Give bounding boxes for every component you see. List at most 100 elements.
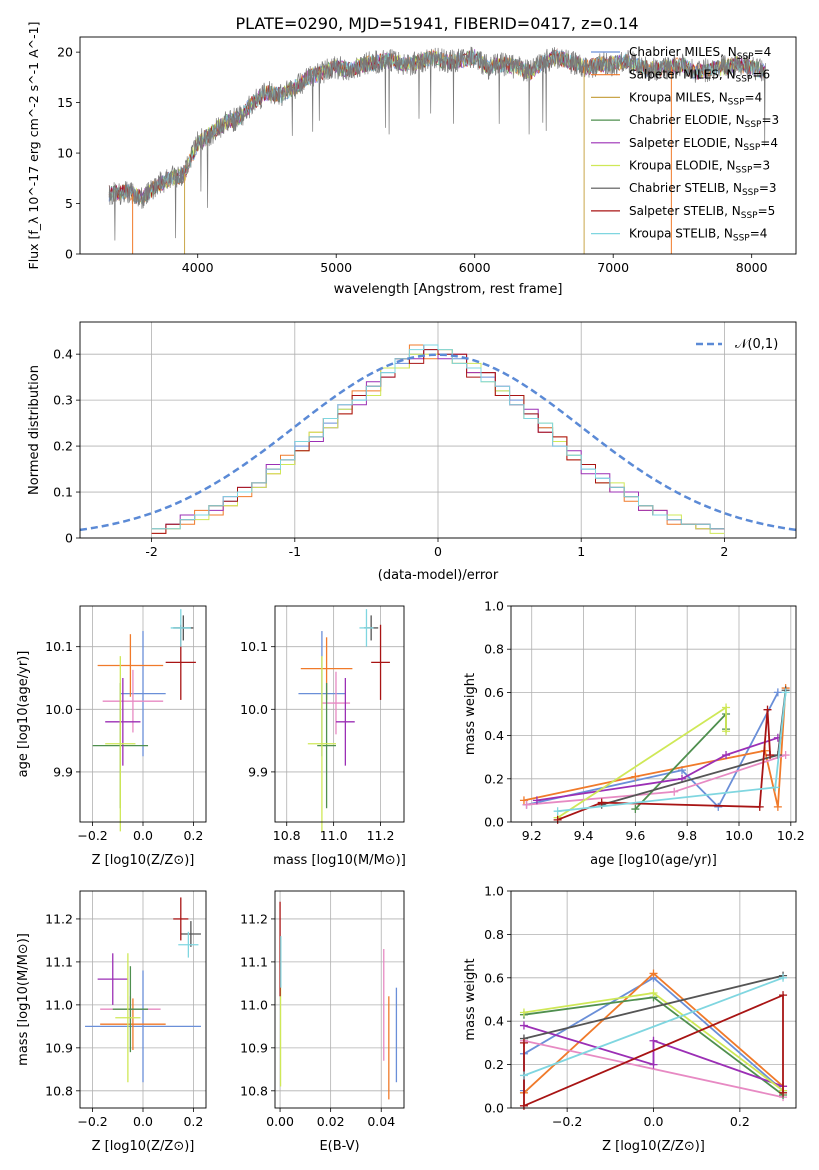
y-tick-label: 5	[65, 196, 73, 211]
x-tick-label: 2	[720, 544, 728, 559]
legend-model-name: Chabrier ELODIE	[629, 113, 728, 127]
legend-model-name: Kroupa MILES	[629, 90, 711, 104]
legend-nssp-sub: SSP	[745, 120, 762, 130]
x-tick-label: 0.2	[730, 1114, 750, 1129]
legend-nssp-value: 5	[768, 204, 776, 218]
x-axis-label: (data-model)/error	[378, 568, 499, 583]
mass-weight-marker	[781, 751, 790, 760]
legend-nssp-prefix: , N	[724, 204, 741, 218]
x-tick-label: 11.2	[367, 828, 395, 843]
x-tick-label: −0.2	[77, 828, 107, 843]
legend-nssp-eq: =	[750, 227, 760, 241]
panel-mass-weight-vs-age: 9.2 9.4 9.6 9.8 10.0 10.2 0.0 0.2 0.4 0.6 0.8 1.0 ag…	[463, 599, 805, 869]
legend-label: Salpeter ELODIE, NSSP=4	[629, 136, 778, 153]
panel-age-vs-mass: 10.8 11.0 11.2 9.9 10.0 10.1 mass [log10(M/M⊙)…	[240, 605, 406, 868]
legend-nssp-value: 3	[772, 113, 780, 127]
legend-label: Kroupa MILES, NSSP=4	[629, 90, 762, 107]
panel-mass-weight-vs-Z: −0.2 0.0 0.2 0.0 0.2 0.4 0.6 0.8 1.0 Z [log10(Z/Z…	[463, 884, 797, 1154]
mass-weight-marker	[779, 991, 788, 1000]
legend-model-name: Salpeter ELODIE	[629, 136, 727, 150]
mass-weight-marker	[519, 1071, 528, 1080]
y-tick-label: 0.3	[53, 393, 73, 408]
legend-nssp-sub: SSP	[736, 75, 753, 85]
legend-model-name: Salpeter MILES	[629, 68, 719, 82]
legend-nssp-prefix: , N	[719, 68, 736, 82]
y-tick-label: 0.1	[53, 485, 73, 500]
x-axis-label: E(B-V)	[319, 1139, 359, 1154]
x-axis-label: Z [log10(Z/Z⊙)]	[92, 1139, 195, 1154]
y-tick-label: 0.8	[484, 642, 504, 657]
x-tick-label: 9.4	[574, 828, 594, 843]
x-tick-label: 0.04	[367, 1114, 395, 1129]
y-axis-label: Flux [f_λ 10^-17 erg cm^-2 s^-1 A^-1]	[26, 22, 41, 270]
legend-nssp-sub: SSP	[736, 166, 753, 176]
x-tick-label: 0.2	[183, 1114, 203, 1129]
y-tick-label: 15	[57, 95, 73, 110]
x-tick-label: 0.00	[266, 1114, 294, 1129]
mass-weight-marker	[649, 988, 658, 997]
legend-nssp-prefix: , N	[728, 113, 745, 127]
legend-nssp-sub: SSP	[741, 211, 758, 221]
histogram-step	[151, 344, 725, 530]
mass-weight-marker	[519, 796, 528, 805]
y-axis-label: Normed distribution	[27, 365, 42, 495]
mass-weight-marker	[766, 751, 775, 760]
legend-nssp-sub: SSP	[737, 52, 754, 62]
x-tick-label: 10.8	[273, 828, 301, 843]
legend-nssp-eq: =	[758, 204, 768, 218]
legend-nssp-eq: =	[752, 68, 762, 82]
x-axis-label: age [log10(age/yr)]	[590, 853, 717, 868]
axes-frame	[510, 605, 797, 823]
x-tick-label: 9.8	[677, 828, 697, 843]
y-tick-label: 0.4	[484, 728, 504, 743]
y-tick-label: 0.2	[53, 439, 73, 454]
axes-frame	[274, 890, 405, 1109]
y-tick-label: 10.9	[240, 1040, 268, 1055]
panel-mass-vs-EBV: 0.00 0.02 0.04 10.8 10.9 11.0 11.1 11.2 E(B-V)	[240, 890, 405, 1154]
y-tick-label: 10.0	[45, 702, 73, 717]
y-tick-label: 10	[57, 146, 73, 161]
legend-nssp-eq: =	[761, 113, 771, 127]
legend-label: Kroupa ELODIE, NSSP=3	[629, 159, 770, 176]
legend-label: Chabrier MILES, NSSP=4	[629, 45, 771, 62]
x-tick-label: 0	[434, 544, 442, 559]
legend-label: Salpeter STELIB, NSSP=5	[629, 204, 775, 221]
legend-nssp-value: 4	[760, 227, 768, 241]
y-tick-label: 11.0	[240, 997, 268, 1012]
mass-weight-line	[526, 754, 786, 806]
y-tick-label: 11.0	[45, 997, 73, 1012]
legend-nssp-eq: =	[760, 136, 770, 150]
mass-weight-marker	[553, 815, 562, 824]
legend-nssp-prefix: , N	[719, 159, 736, 173]
axes-frame	[79, 605, 207, 823]
y-tick-label: 11.1	[240, 954, 268, 969]
mass-weight-line	[536, 736, 779, 802]
observed-spectrum-line	[108, 46, 766, 241]
legend-model-name: Salpeter STELIB	[629, 204, 724, 218]
x-tick-label: 7000	[597, 260, 629, 275]
y-tick-label: 10.1	[45, 639, 73, 654]
x-tick-label: 6000	[459, 260, 491, 275]
y-tick-label: 9.9	[53, 764, 73, 779]
x-tick-label: 0.02	[317, 1114, 345, 1129]
mass-weight-marker	[773, 802, 782, 811]
y-tick-label: 0.4	[53, 347, 73, 362]
mass-weight-marker	[597, 798, 606, 807]
axes-frame	[274, 605, 405, 823]
mass-weight-marker	[553, 807, 562, 816]
x-tick-label: 10.2	[777, 828, 805, 843]
legend-nssp-value: 4	[764, 45, 772, 59]
legend-nssp-value: 4	[755, 90, 763, 104]
y-tick-label: 10.8	[45, 1083, 73, 1098]
legend-nssp-eq: =	[754, 45, 764, 59]
normal-reference-curve	[79, 353, 797, 532]
mass-weight-line	[523, 1024, 784, 1088]
y-tick-label: 0.8	[484, 927, 504, 942]
y-tick-label: 1.0	[484, 884, 504, 899]
panel-age-vs-Z: −0.2 0.0 0.2 9.9 10.0 10.1 Z [log10(Z/Z⊙)] age …	[16, 605, 207, 868]
x-tick-label: −0.2	[77, 1114, 107, 1129]
axes-frame	[510, 890, 797, 1109]
mass-weight-line	[557, 709, 771, 821]
